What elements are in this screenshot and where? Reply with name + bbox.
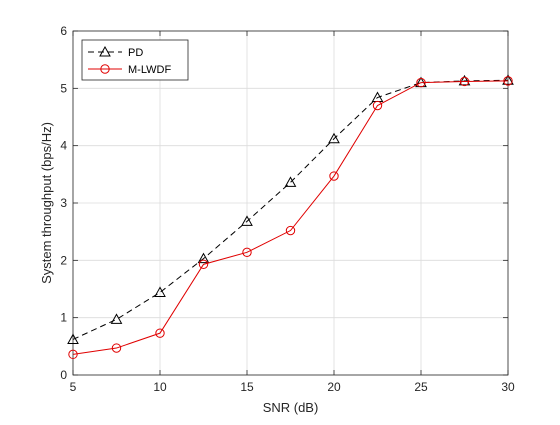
pd-point-marker [110, 313, 123, 324]
m-lwdf-series-line [72, 80, 509, 355]
pd-point-marker [328, 132, 340, 144]
m-lwdf-point-marker [416, 77, 426, 88]
m-lwdf-point-marker [285, 225, 296, 236]
pd-point-marker [197, 252, 210, 264]
x-tick-label: 15 [240, 380, 254, 394]
m-lwdf-point-marker [242, 247, 252, 258]
y-tick-label: 3 [60, 196, 67, 210]
legend-pd-label: PD [128, 47, 143, 59]
pd-point-marker [154, 286, 166, 297]
y-tick-label: 6 [60, 24, 67, 38]
m-lwdf-point-marker [155, 328, 165, 338]
legend: PD M-LWDF [81, 39, 189, 81]
pd-point-marker [502, 74, 514, 85]
y-tick-label: 5 [60, 81, 67, 95]
y-axis-label: System throughput (bps/Hz) [39, 122, 54, 284]
x-tick-label: 5 [70, 380, 77, 394]
series-layer [67, 74, 514, 360]
m-lwdf-point-marker [68, 349, 78, 360]
y-tick-label: 2 [60, 253, 67, 267]
m-lwdf-point-marker [198, 259, 209, 270]
m-lwdf-point-marker [459, 76, 470, 87]
y-tick-label: 1 [60, 311, 67, 325]
legend-box [81, 39, 189, 81]
y-tick-label: 4 [60, 139, 67, 153]
axes: 5 10 15 20 25 30 0 1 2 3 4 5 6 [60, 24, 515, 394]
pd-point-marker [241, 215, 253, 226]
legend-m-lwdf-label: M-LWDF [128, 64, 171, 76]
x-tick-label: 20 [327, 380, 341, 394]
x-tick-label: 30 [501, 380, 515, 394]
m-lwdf-point-marker [503, 76, 513, 86]
x-axis-label: SNR (dB) [263, 400, 319, 415]
x-tick-label: 10 [153, 380, 167, 394]
m-lwdf-point-marker [111, 343, 122, 353]
m-lwdf-point-marker [372, 100, 383, 111]
pd-point-marker [284, 176, 297, 187]
m-lwdf-series [68, 76, 513, 360]
pd-point-marker [458, 74, 471, 86]
pd-point-marker [67, 333, 79, 344]
grid [72, 30, 509, 376]
legend-pd-marker [99, 45, 111, 57]
legend-m-lwdf-marker [100, 64, 110, 74]
m-lwdf-point-marker [329, 171, 339, 181]
x-tick-label: 25 [414, 380, 428, 394]
y-tick-label: 0 [60, 368, 67, 382]
